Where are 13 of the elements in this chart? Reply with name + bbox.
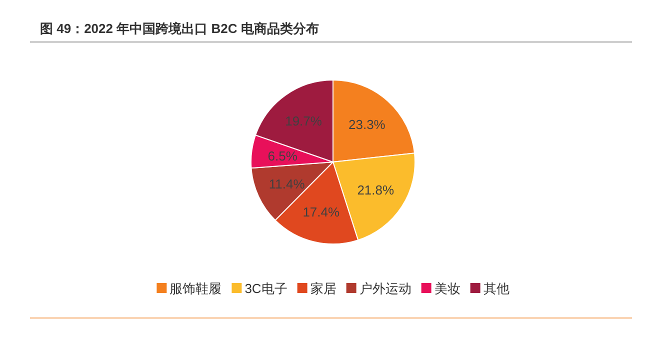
data-label: 19.7% xyxy=(285,114,322,129)
data-label: 23.3% xyxy=(348,117,386,132)
chart-title: 图 49：2022 年中国跨境出口 B2C 电商品类分布 xyxy=(40,21,319,36)
legend-label: 其他 xyxy=(483,281,510,296)
legend-label: 家居 xyxy=(310,281,336,296)
legend-label: 户外运动 xyxy=(359,281,412,296)
data-label: 11.4% xyxy=(268,176,306,192)
legend-label: 美妆 xyxy=(434,281,460,296)
data-label: 6.5% xyxy=(268,148,298,164)
data-label: 17.4% xyxy=(302,204,340,220)
legend-label: 3C电子 xyxy=(244,281,288,296)
legend-label: 服饰鞋履 xyxy=(170,281,222,296)
data-label: 21.8% xyxy=(357,182,395,198)
